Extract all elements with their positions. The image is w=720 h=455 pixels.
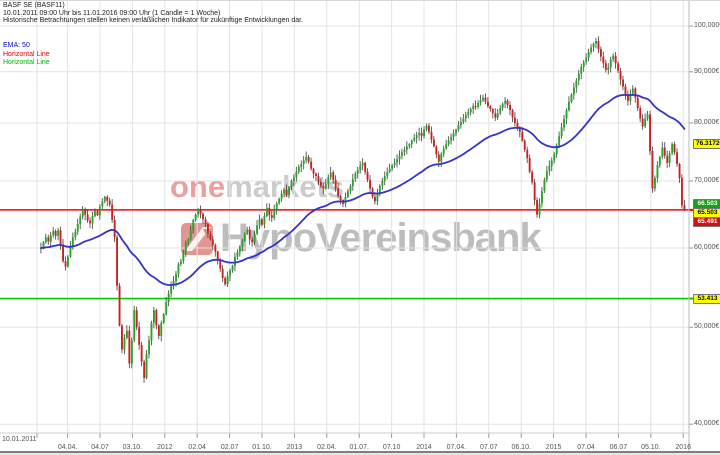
time-axis-tick-label: 02.04 [188, 444, 206, 451]
price-axis-tick-label: 40,000€ [694, 420, 720, 428]
x-axis-start-date: 10.01.2011 [2, 436, 37, 443]
legend-ema-50[interactable]: EMA: 50 [3, 42, 30, 49]
time-axis-tick-label: 03.10. [122, 444, 143, 451]
time-axis-tick-label: 07.10 [382, 444, 401, 451]
price-value-box: 53.413 [693, 294, 720, 305]
time-axis-tick-label: 02.04. [317, 444, 337, 451]
price-axis-tick-label: 50,000€ [694, 323, 720, 331]
hypovereinsbank-watermark: HypoVereinsbank [180, 216, 542, 261]
time-axis-tick-label: 01.10. [252, 444, 272, 451]
window-bottom-border [0, 453, 720, 455]
chart-header: BASF SE (BASF11) 10.01.2011 09:00 Uhr bi… [3, 2, 303, 25]
legend-horizontal-line-red[interactable]: Horizontal Line [3, 50, 50, 58]
time-axis-tick-label: 05.10. [641, 444, 661, 451]
time-axis-tick-label: 01.07. [349, 444, 369, 451]
time-axis-tick-label: 02.07 [220, 444, 239, 451]
time-axis-tick-label: 04.04. [57, 444, 78, 451]
window-top-border [0, 0, 720, 1]
chart-disclaimer: Historische Betrachtungen stellen keinen… [3, 17, 303, 25]
time-axis-tick-label: 04.07 [91, 444, 109, 451]
time-axis-tick-label: 2015 [545, 444, 562, 451]
hypovereinsbank-watermark-text: HypoVereinsbank [220, 216, 542, 260]
price-axis-tick-label: 70,000€ [694, 177, 720, 184]
chart-date-range: 10.01.2011 09:00 Uhr bis 11.01.2016 09:0… [3, 9, 221, 17]
time-axis-tick-label: 07.07 [480, 444, 498, 451]
price-axis-tick-label: 80,000€ [694, 118, 720, 126]
time-axis-tick-label: 2014 [416, 444, 432, 451]
chart-title: BASF SE (BASF11) [3, 2, 65, 9]
price-axis-tick-label: 90,000€ [694, 67, 720, 75]
time-axis-tick-label: 07.04. [446, 444, 467, 451]
price-value-box: 65.491 [693, 216, 720, 227]
time-axis-tick-label: 07.04 [577, 444, 595, 451]
legend-horizontal-line-green[interactable]: Horizontal Line [3, 59, 50, 67]
time-axis-tick-label: 2016 [675, 444, 691, 451]
time-axis-tick-label: 06.10. [511, 444, 531, 451]
time-axis-tick-label: 06.07 [609, 444, 628, 451]
time-axis-tick-label: 2012 [157, 444, 173, 451]
time-axis-tick-label: 2013 [286, 444, 303, 451]
price-axis-tick-label: 60,000€ [694, 244, 720, 251]
chart-legend: EMA: 50 Horizontal Line Horizontal Line [3, 42, 50, 68]
price-axis-tick-label: 100,000€ [694, 22, 720, 29]
